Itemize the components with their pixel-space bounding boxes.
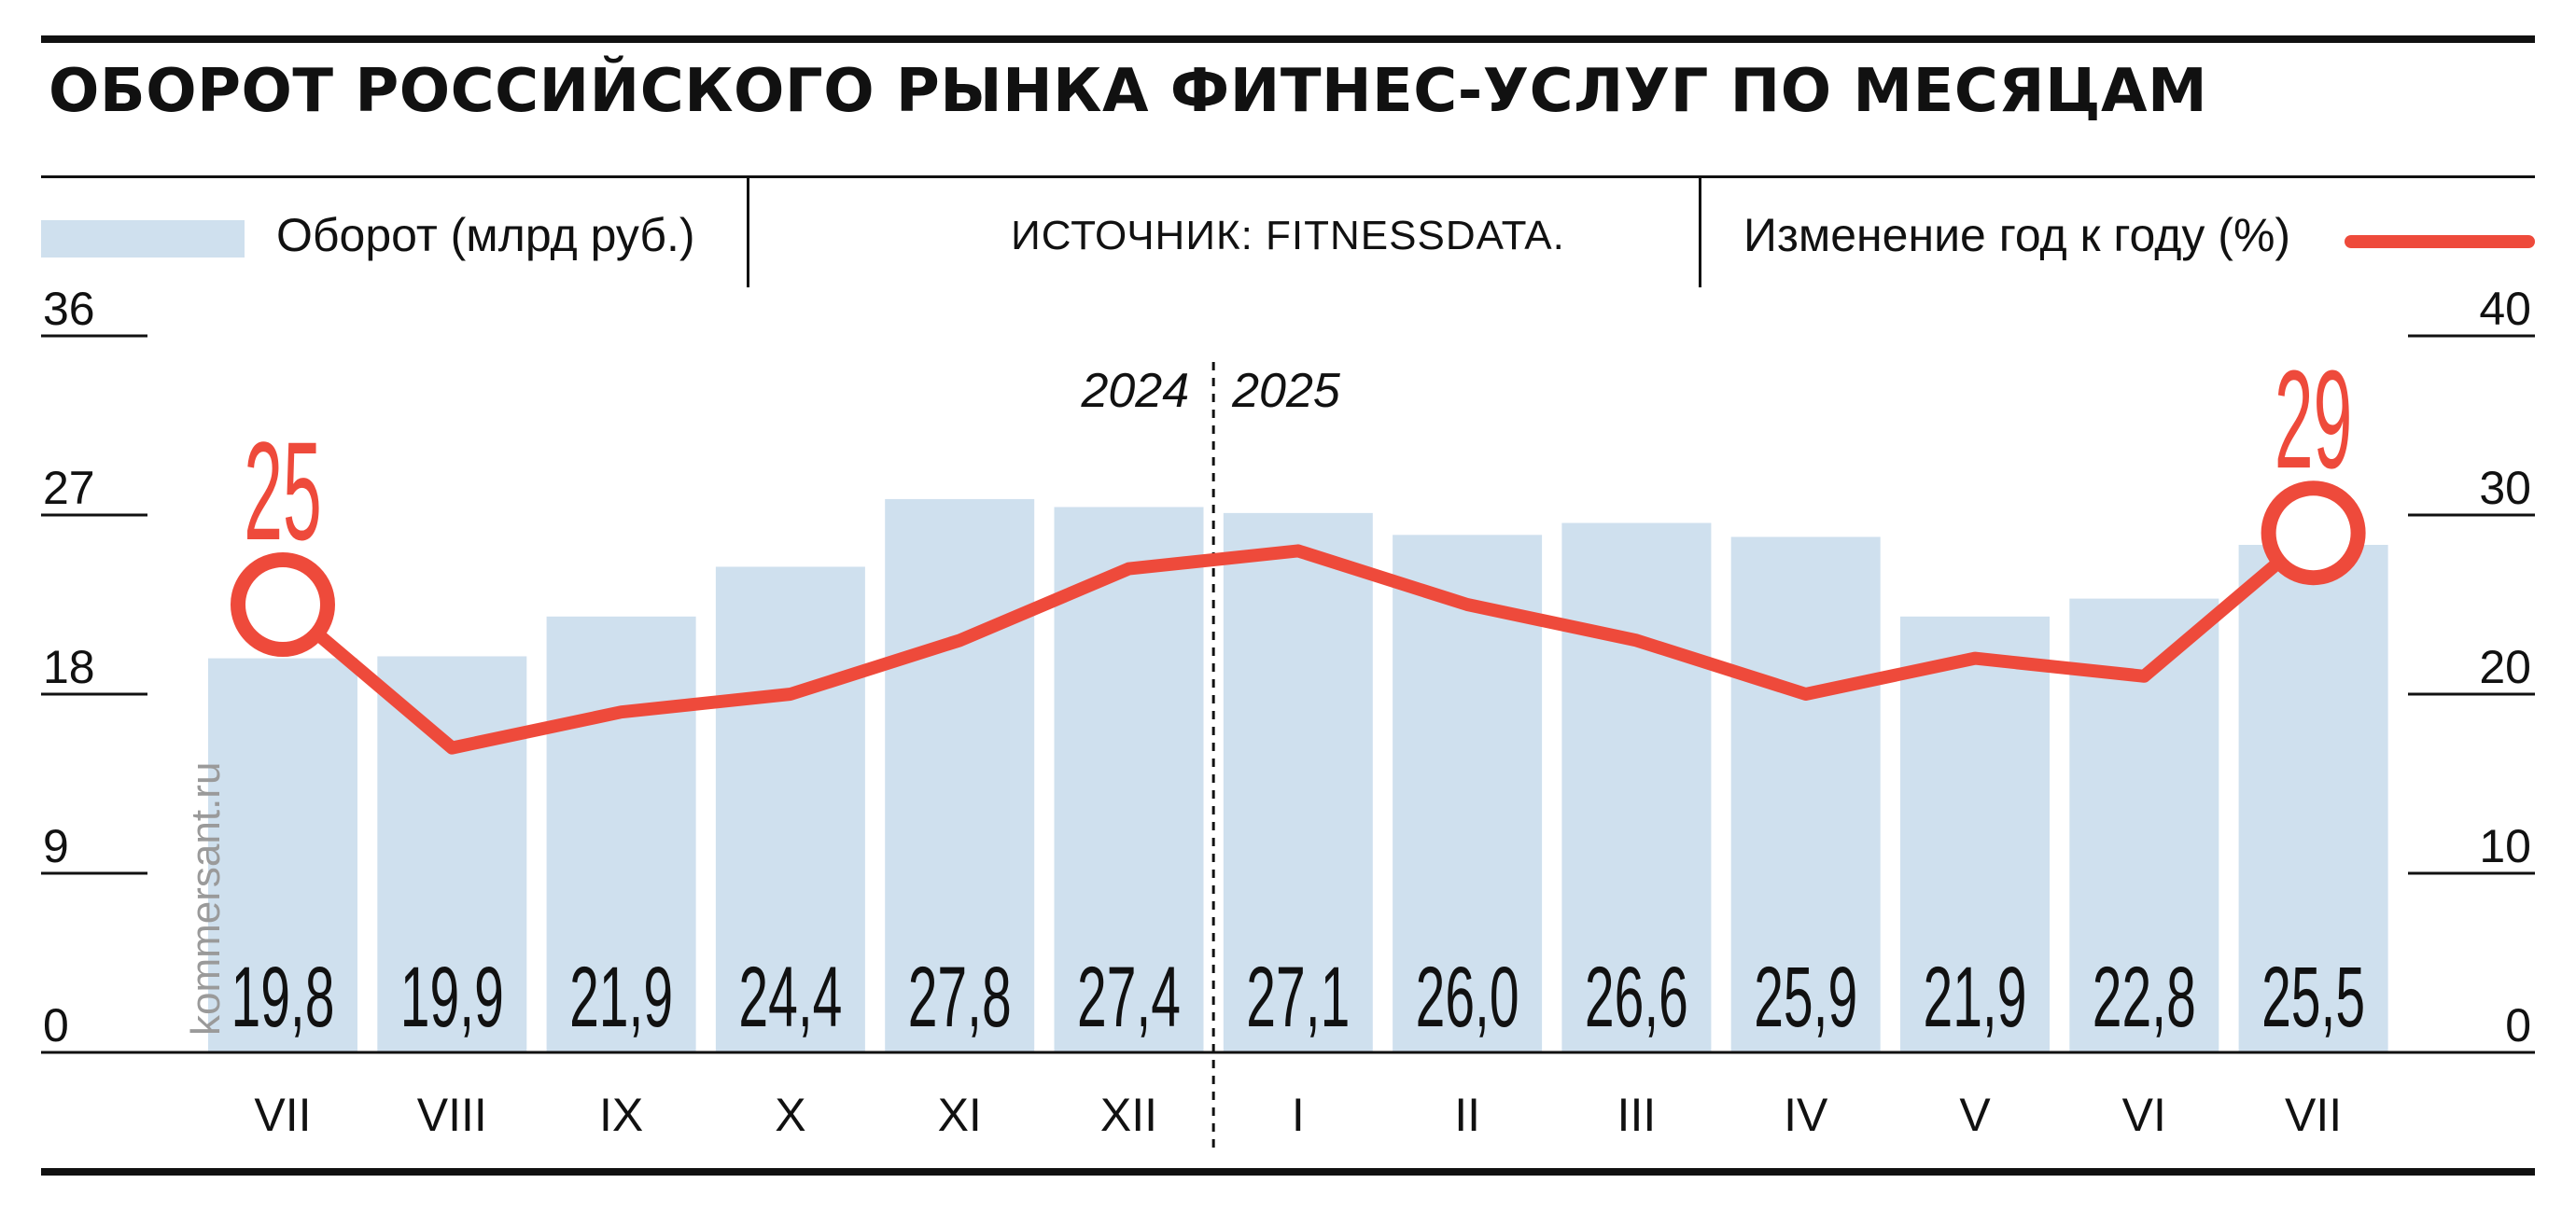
bar <box>546 616 696 1052</box>
month-label: VII <box>2285 1089 2342 1141</box>
line-legend-swatch <box>2345 235 2535 248</box>
left-axis-tick-label: 18 <box>43 641 95 693</box>
bar <box>1900 616 2050 1052</box>
top-rule <box>41 35 2535 43</box>
chart-title: ОБОРОТ РОССИЙСКОГО РЫНКА ФИТНЕС-УСЛУГ ПО… <box>49 57 2208 126</box>
bars-legend-label: Оборот (млрд руб.) <box>276 209 695 261</box>
bar-value-label: 19,9 <box>400 950 504 1045</box>
month-label: II <box>1454 1089 1480 1141</box>
right-axis-tick-label: 0 <box>2505 999 2531 1051</box>
bar-value-label: 21,9 <box>569 950 673 1045</box>
bar <box>1730 536 1881 1052</box>
highlight-point <box>231 552 335 657</box>
left-axis-tick-label: 0 <box>43 999 69 1051</box>
month-label: V <box>1959 1089 1991 1141</box>
legend-separator-left <box>747 177 749 287</box>
bar <box>377 656 527 1052</box>
month-label: VIII <box>417 1089 487 1141</box>
bar-value-label: 27,8 <box>908 950 1012 1045</box>
month-label: I <box>1292 1089 1305 1141</box>
bar-value-label: 19,8 <box>231 950 334 1045</box>
bar <box>1561 522 1712 1052</box>
source-note: ИСТОЧНИК: FITNESSDATA. <box>1011 213 1565 258</box>
bar-value-label: 24,4 <box>738 950 842 1045</box>
yoy-line <box>276 526 2320 755</box>
highlight-label: 29 <box>2275 342 2352 498</box>
year-label-2025: 2025 <box>1231 364 1341 418</box>
highlight-label: 25 <box>244 414 321 570</box>
bars-legend-swatch <box>41 220 245 258</box>
bar-value-label: 27,1 <box>1246 950 1350 1045</box>
bar-value-label: 26,6 <box>1585 950 1688 1045</box>
bar-value-label: 25,9 <box>1754 950 1857 1045</box>
highlight-point <box>2261 480 2366 586</box>
watermark: kommersant.ru <box>183 761 229 1036</box>
bar-value-label: 25,5 <box>2261 950 2365 1045</box>
bar <box>208 658 357 1052</box>
bar <box>715 566 865 1052</box>
year-label-2024: 2024 <box>1080 364 1189 418</box>
month-label: XII <box>1100 1089 1157 1141</box>
right-axis-tick-label: 40 <box>2479 283 2531 335</box>
legend-separator-right <box>1699 177 1701 287</box>
month-label: VII <box>254 1089 311 1141</box>
month-label: IX <box>599 1089 643 1141</box>
month-label: X <box>775 1089 805 1141</box>
month-label: IV <box>1784 1089 1828 1141</box>
right-axis-tick-label: 20 <box>2479 641 2531 693</box>
month-label: XI <box>938 1089 982 1141</box>
bar <box>1054 507 1204 1052</box>
title-rule <box>41 175 2535 178</box>
left-axis-tick-label: 27 <box>43 462 95 514</box>
month-label: VI <box>2122 1089 2166 1141</box>
bar-value-label: 22,8 <box>2093 950 2196 1045</box>
bar <box>885 498 1035 1052</box>
bar <box>1223 512 1373 1052</box>
line-legend-label: Изменение год к году (%) <box>1743 209 2291 261</box>
bar <box>2238 545 2388 1052</box>
bottom-rule <box>41 1168 2535 1176</box>
right-axis-tick-label: 30 <box>2479 462 2531 514</box>
left-axis-tick-label: 9 <box>43 820 69 872</box>
month-label: III <box>1617 1089 1657 1141</box>
left-axis-tick-label: 36 <box>43 283 95 335</box>
bar-value-label: 26,0 <box>1416 950 1519 1045</box>
bar-value-label: 21,9 <box>1923 950 2026 1045</box>
bar-value-label: 27,4 <box>1077 950 1181 1045</box>
right-axis-tick-label: 10 <box>2479 820 2531 872</box>
